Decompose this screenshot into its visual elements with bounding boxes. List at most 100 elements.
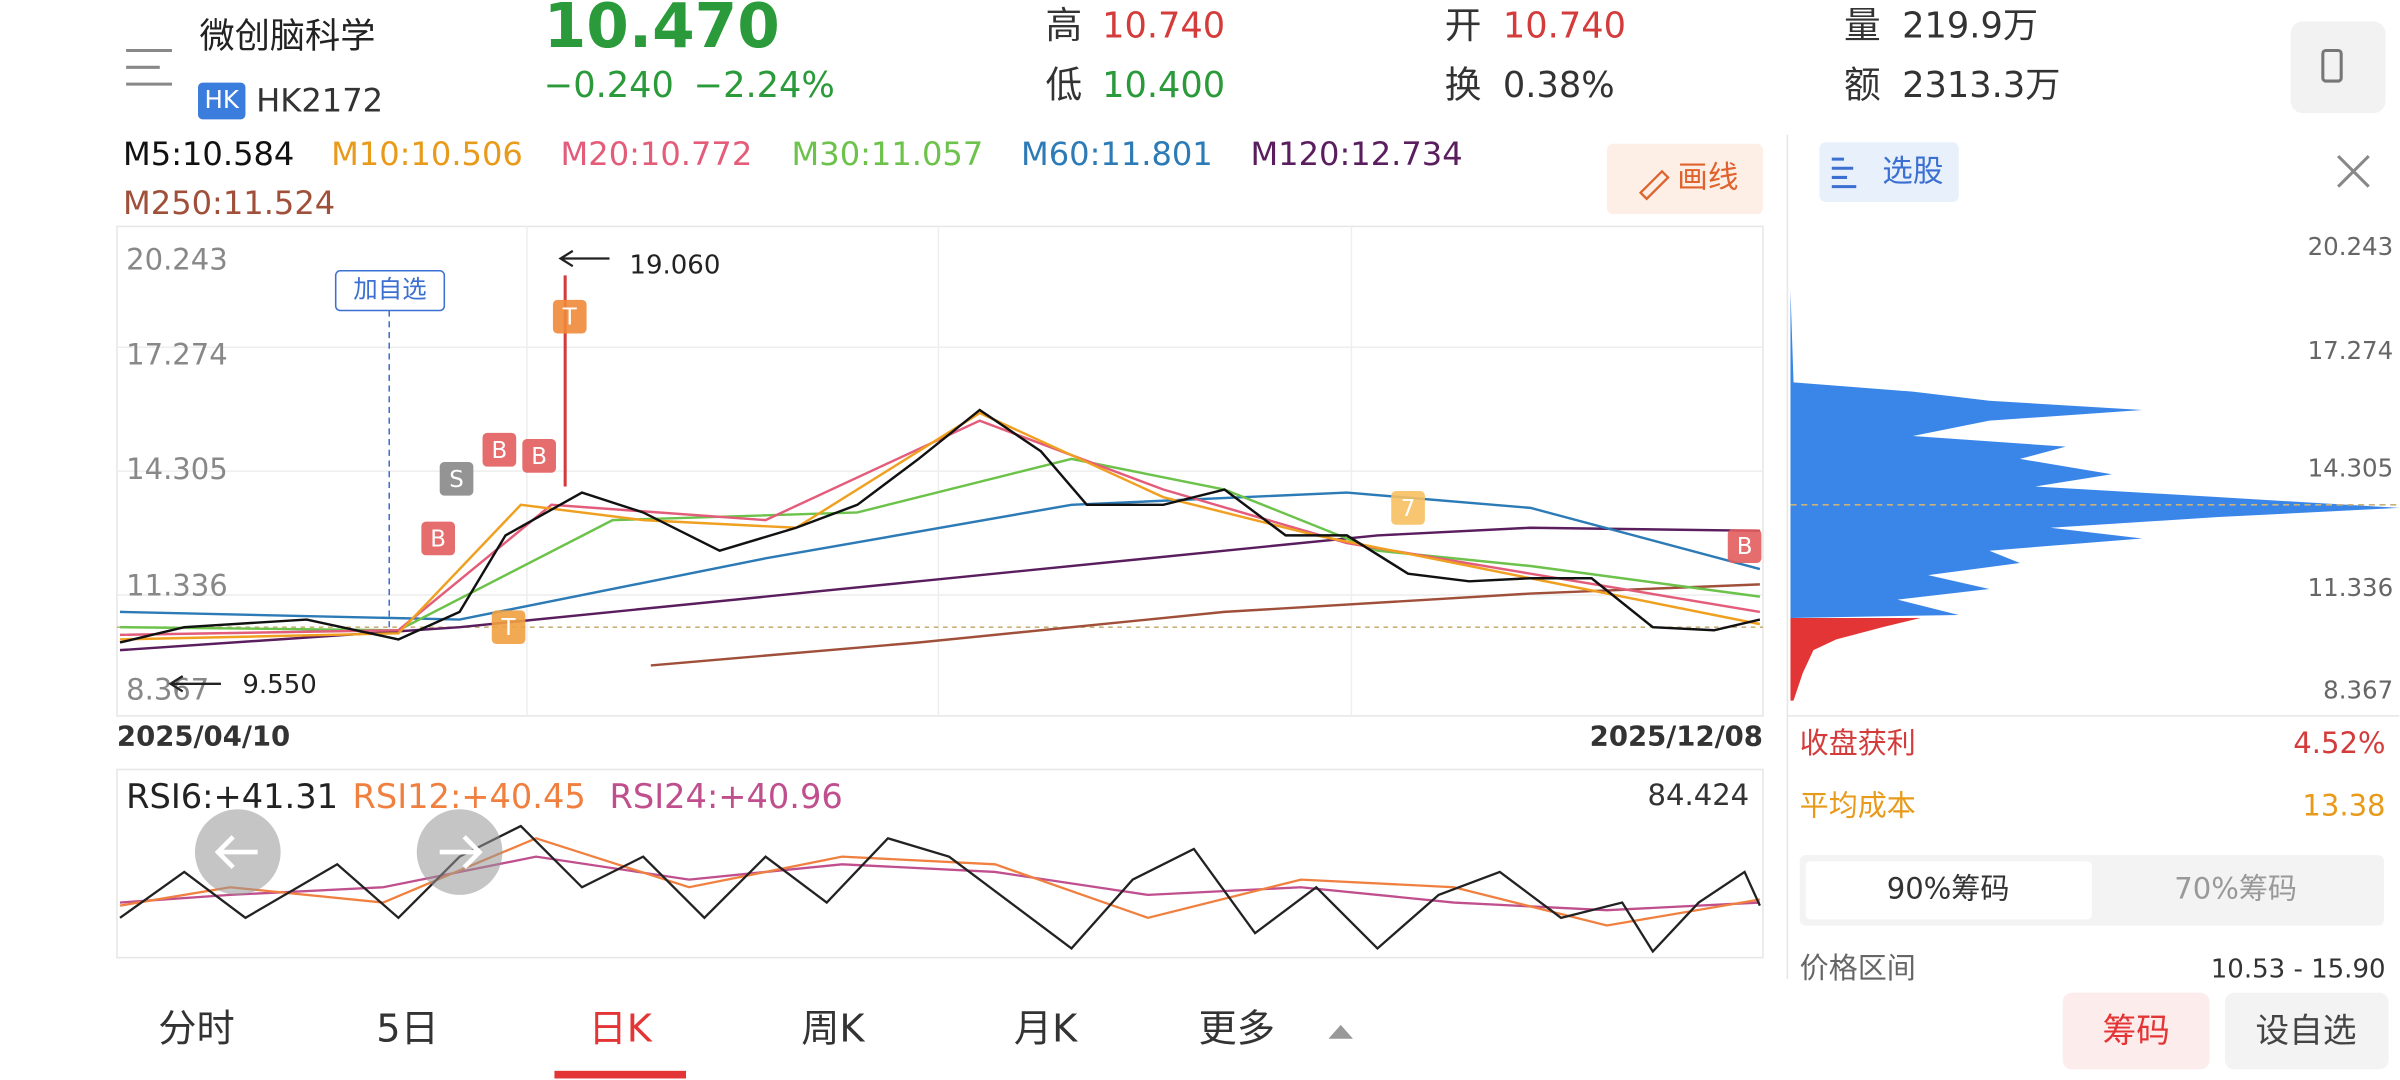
bottom-bar (0, 983, 2400, 1080)
chip-button[interactable] (2062, 992, 2210, 1070)
ma-label: M250:11.524 (123, 184, 335, 222)
price-tick-label: 14.305 (126, 452, 228, 486)
tab-underline (554, 1070, 687, 1079)
tab[interactable]: 70%筹码 (2174, 871, 2297, 905)
marker-badge (552, 299, 587, 334)
more-arrow (1328, 1024, 1353, 1039)
chip-histogram (1790, 290, 2400, 619)
marker: B (1737, 534, 1753, 560)
start-date: 2025/04/10 (117, 720, 290, 752)
marker-badge (1727, 529, 1762, 563)
high-annotation: 19.060 (629, 251, 720, 281)
period-tab[interactable]: 5日 (376, 1008, 439, 1052)
rsi-legend: RSI6:+41.31 RSI12:+40.45 RSI24:+40.96 (126, 777, 843, 816)
ma-label: M20:10.772 (561, 135, 753, 173)
period-tab[interactable]: 日K (589, 1008, 653, 1052)
cost: 13.38 (2302, 789, 2385, 823)
add-watch: 加自选 (353, 275, 426, 304)
marker-badge (482, 432, 517, 467)
cost-label: 平均成本 (1800, 789, 1916, 823)
price-axis: 20.243 17.274 14.305 11.336 8.367 (126, 243, 228, 707)
low-annotation: 9.550 (242, 670, 316, 700)
marker: S (449, 467, 464, 493)
market: HK (205, 85, 240, 114)
ma-label: M120:12.734 (1250, 135, 1462, 173)
close-button[interactable] (2337, 154, 2370, 188)
price: 10.470 (544, 0, 780, 62)
chip-tick-label: 8.367 (2323, 675, 2393, 704)
tab-active[interactable] (1805, 861, 2092, 920)
rsi-frame (116, 768, 1764, 959)
pick-button-label: 选股 (1882, 154, 1943, 189)
change-pct: −2.24% (694, 65, 835, 106)
price-tick-label: 11.336 (126, 568, 228, 602)
chip-axis: 20.243 17.274 14.305 11.336 8.367 (2308, 232, 2394, 705)
watch-button[interactable] (2224, 992, 2389, 1070)
chip-tick-label: 17.274 (2308, 336, 2394, 365)
chip-tick-label: 20.243 (2308, 232, 2394, 261)
marker: 7 (1401, 496, 1416, 522)
markers: TB BSB BT7 (421, 299, 1762, 645)
period-tabs: 分时 5日 日K 周K 月K 更多 (158, 1008, 1275, 1052)
rsi-label: RSI6:+41.31 (126, 777, 338, 816)
ma-label: M30:11.057 (792, 135, 984, 173)
arrow-head (558, 249, 574, 268)
chip-tick-label: 14.305 (2308, 454, 2394, 483)
label: 高 (1045, 4, 1082, 47)
label: 量 (1844, 4, 1881, 47)
period-tab[interactable]: 周K (801, 1008, 865, 1052)
rsi-label: RSI24:+40.96 (610, 777, 843, 816)
price-tick-label: 20.243 (126, 243, 228, 277)
chip-tick-label: 11.336 (2308, 573, 2394, 602)
arrow-head (168, 675, 184, 693)
watch-button-label: 设自选 (2256, 1011, 2357, 1050)
rotate-icon (2321, 48, 2343, 83)
change: −0.240 (544, 65, 674, 106)
marker-badge (491, 610, 526, 645)
ma-label: M60:11.801 (1021, 135, 1213, 173)
label: 开 (1445, 4, 1482, 47)
price-tick-label: 8.367 (126, 672, 209, 706)
label: 额 (1844, 64, 1881, 107)
rsi-max: 84.424 (1648, 778, 1750, 812)
rsi-lines (119, 824, 1761, 954)
period-tab[interactable]: 更多 (1198, 1008, 1274, 1052)
low: 10.400 (1102, 65, 1225, 106)
ma-legend: M5:10.584 M10:10.506 M20:10.772 M30:11.057 M… (123, 135, 1463, 222)
rotate-button[interactable] (2290, 21, 2386, 114)
open: 10.740 (1503, 6, 1626, 47)
high: 10.740 (1102, 6, 1225, 47)
end-date: 2025/12/08 (1590, 720, 1763, 752)
ma-lines (119, 408, 1761, 667)
marker: T (562, 305, 578, 331)
profit-label: 收盘获利 (1800, 726, 1916, 760)
amount: 2313.3万 (1902, 65, 2060, 106)
label: 低 (1045, 64, 1082, 107)
marker: B (531, 444, 547, 470)
label: 换 (1445, 64, 1482, 107)
marker-badge (421, 521, 456, 556)
marker-badge (439, 461, 474, 496)
menu-icon[interactable] (126, 48, 173, 86)
period-tab[interactable]: 月K (1014, 1008, 1078, 1052)
profit: 4.52% (2293, 726, 2385, 760)
ma-label: M10:10.506 (331, 135, 523, 173)
marker-badge (1391, 491, 1425, 525)
turnover: 0.38% (1503, 65, 1615, 106)
marker: T (501, 615, 517, 641)
arrow-icon (214, 835, 258, 869)
stock-code: HK2172 (256, 81, 383, 119)
range: 10.53 - 15.90 (2211, 954, 2386, 984)
period-tab[interactable]: 分时 (158, 1008, 234, 1052)
arrow-icon (439, 835, 483, 869)
add-watch-tag[interactable] (334, 270, 446, 312)
pen-icon (1638, 169, 1670, 201)
rsi-label: RSI12:+40.45 (353, 777, 586, 816)
ma-label: M5:10.584 (123, 135, 294, 173)
chip-histogram-profit (1790, 618, 1921, 701)
tab: 90%筹码 (1887, 871, 2010, 905)
marker-badge (522, 439, 556, 473)
marker: B (492, 438, 508, 464)
